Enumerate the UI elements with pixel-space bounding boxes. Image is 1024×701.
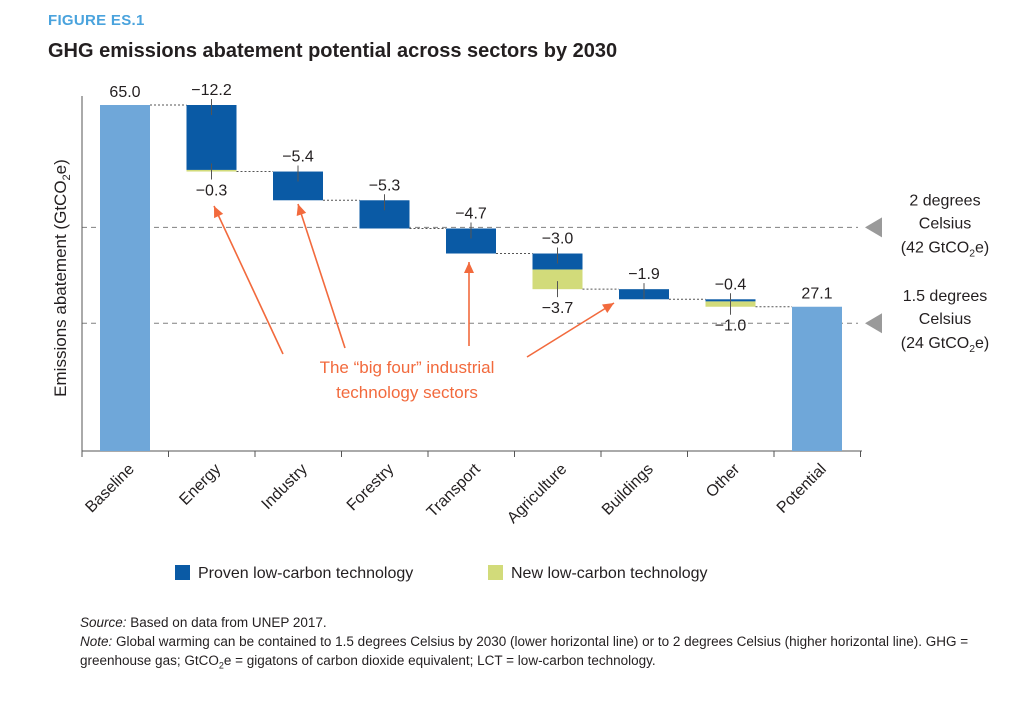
value-label-new-agriculture: −3.7 [542, 300, 574, 317]
value-label-proven-industry: −5.4 [282, 149, 314, 166]
annotation-arrow-industry [297, 203, 346, 349]
annotation-arrow-buildings [526, 302, 615, 358]
reference-label-1-line3: (24 GtCO2e) [901, 335, 989, 355]
source-label: Source: [80, 615, 127, 630]
annotation-arrow-energy [213, 205, 284, 355]
legend-label-proven: Proven low-carbon technology [198, 565, 413, 582]
x-tick-label-agriculture: Agriculture [504, 461, 570, 527]
y-axis-label: Emissions abatement (GtCO2e) [51, 159, 73, 397]
x-tick-label-other: Other [703, 460, 744, 501]
x-tick-label-energy: Energy [176, 461, 224, 509]
reference-label-0-line2: Celsius [919, 215, 971, 232]
note-subscript: 2 [218, 660, 224, 671]
source-note: Source: Based on data from UNEP 2017. [80, 613, 980, 632]
reference-marker-1 [865, 313, 882, 334]
legend-swatch-proven [175, 565, 190, 580]
bar-proven-energy [186, 105, 237, 170]
note-text: Note: Global warming can be contained to… [80, 632, 980, 676]
note-label: Note: [80, 634, 113, 649]
annotation-text-line1: The “big four” industrial [320, 358, 495, 377]
x-tick-label-baseline: Baseline [82, 461, 137, 516]
value-label-potential: 27.1 [801, 286, 832, 303]
annotation-arrow-buildings-head [602, 303, 614, 314]
bar-baseline [100, 105, 150, 451]
value-label-new-other: −1.0 [715, 318, 747, 335]
value-label-proven-energy: −12.2 [191, 82, 232, 99]
x-tick-label-forestry: Forestry [344, 461, 398, 515]
x-tick-label-transport: Transport [424, 460, 484, 520]
value-label-proven-agriculture: −3.0 [542, 231, 574, 248]
legend-swatch-new [488, 565, 503, 580]
annotation-arrow-industry-head [296, 204, 307, 217]
legend-label-new: New low-carbon technology [511, 565, 708, 582]
annotation-arrow-transport-head [464, 262, 474, 273]
note-body: Global warming can be contained to 1.5 d… [80, 634, 969, 668]
waterfall-chart: 2 degrees Celsius (42 GtCO2e) 1.5 degrees Ce… [51, 82, 989, 582]
reference-label-0-line3: (42 GtCO2e) [901, 239, 989, 259]
value-label-new-energy: −0.3 [196, 183, 228, 200]
x-tick-label-industry: Industry [259, 461, 311, 513]
value-label-proven-transport: −4.7 [455, 205, 487, 222]
value-label-proven-buildings: −1.9 [628, 266, 660, 283]
bar-new-agriculture [532, 269, 583, 290]
footnote: Source: Based on data from UNEP 2017. No… [80, 613, 980, 676]
value-label-baseline: 65.0 [109, 84, 140, 101]
figure-label: FIGURE ES.1 [48, 12, 145, 29]
x-tick-label-buildings: Buildings [599, 461, 657, 519]
figure-title: GHG emissions abatement potential across… [48, 40, 618, 62]
reference-marker-0 [865, 217, 882, 238]
reference-label-1-line2: Celsius [919, 311, 971, 328]
reference-label-1-line1: 1.5 degrees [903, 288, 988, 305]
note-body-2: e = gigatons of carbon dioxide equivalen… [223, 653, 656, 668]
x-tick-label-potential: Potential [774, 461, 830, 517]
value-label-proven-other: −0.4 [715, 276, 747, 293]
bar-potential [792, 306, 842, 451]
annotation-text-line2: technology sectors [336, 383, 478, 402]
reference-label-0-line1: 2 degrees [909, 192, 980, 209]
value-label-proven-forestry: −5.3 [369, 177, 401, 194]
annotation-arrow-energy-head [214, 206, 224, 219]
source-text: Based on data from UNEP 2017. [126, 615, 327, 630]
